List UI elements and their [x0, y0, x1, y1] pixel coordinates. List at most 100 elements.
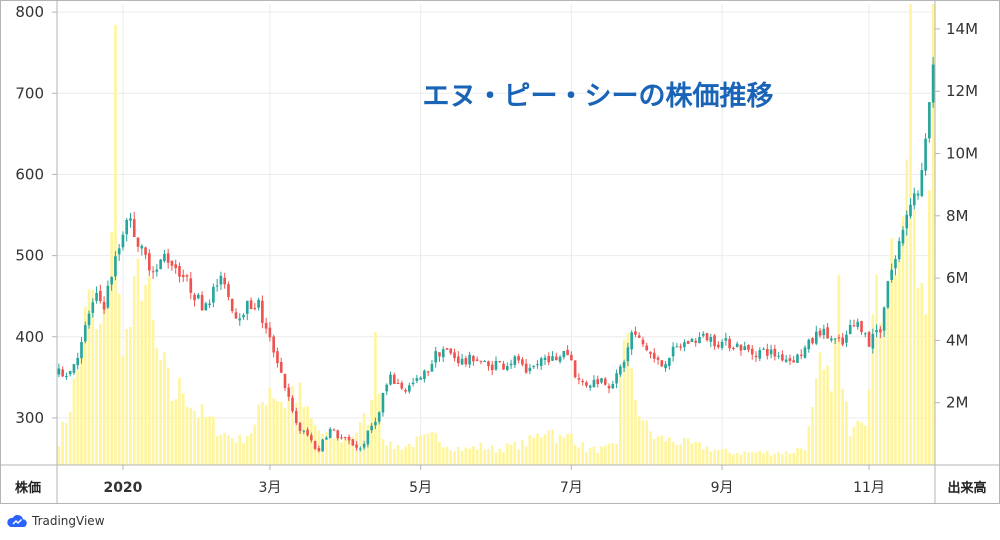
volume-bar	[129, 327, 132, 465]
candle-body	[219, 275, 223, 285]
volume-bar	[219, 434, 223, 465]
volume-bar	[543, 434, 547, 465]
candle-body	[125, 219, 129, 235]
volume-bar	[641, 420, 645, 465]
candle-body	[694, 340, 698, 343]
volume-bar	[106, 302, 110, 465]
volume-bar	[724, 448, 728, 465]
candle-body	[871, 333, 875, 349]
volume-bar	[683, 437, 686, 465]
volume-bar	[822, 369, 826, 465]
candle-body	[83, 325, 87, 342]
volume-bar	[57, 446, 61, 465]
candle-body	[619, 366, 622, 375]
candle-body	[279, 362, 283, 373]
volume-bar	[460, 450, 464, 465]
candle-body	[528, 367, 532, 372]
candle-body	[287, 387, 291, 397]
candle-body	[807, 339, 811, 350]
volume-bar	[159, 359, 162, 465]
volume-bar	[144, 284, 147, 465]
volume-tick-label: 10M	[946, 145, 978, 163]
candle-body	[566, 349, 569, 356]
price-axis[interactable]: 300 400 500 600 700 800	[15, 3, 57, 427]
candle-body	[758, 350, 762, 359]
candle-body	[479, 360, 483, 362]
candle-body	[313, 441, 317, 449]
volume-bar	[558, 434, 562, 465]
tradingview-logo[interactable]: TradingView	[6, 511, 105, 531]
price-tick-label: 600	[15, 165, 44, 183]
candle-body	[223, 277, 227, 285]
volume-bar	[897, 260, 901, 465]
candle-body	[321, 439, 324, 452]
volume-bar	[788, 453, 792, 465]
volume-bar	[811, 407, 814, 465]
volume-bar	[924, 314, 927, 465]
volume-bar	[91, 290, 95, 465]
candle-body	[581, 380, 584, 383]
candle-body	[238, 318, 242, 321]
candle-body	[302, 430, 306, 432]
volume-bar	[76, 370, 80, 465]
volume-bar	[181, 393, 185, 465]
candle-body	[705, 333, 709, 341]
candle-body	[675, 346, 679, 348]
volume-tick-label: 12M	[946, 82, 978, 100]
volume-bar	[931, 4, 935, 465]
candle-body	[483, 361, 487, 363]
candle-body	[185, 275, 189, 277]
volume-axis[interactable]: 2M 4M 6M 8M 10M 12M 14M	[935, 20, 978, 412]
volume-bar	[102, 302, 106, 465]
candle-body	[920, 170, 924, 196]
volume-bar	[826, 365, 829, 465]
candle-body	[664, 364, 667, 369]
volume-tick-label: 6M	[946, 269, 969, 287]
volume-bar	[818, 352, 822, 465]
time-axis[interactable]: 2020 3月 5月 7月 9月 11月	[103, 465, 885, 496]
volume-bar	[374, 332, 377, 465]
candle-body	[867, 332, 871, 347]
volume-bar	[762, 453, 765, 465]
volume-bar	[234, 442, 238, 465]
time-tick-label: 2020	[103, 480, 142, 496]
volume-bar	[528, 435, 532, 465]
candle-body	[890, 269, 893, 280]
candle-body	[698, 337, 701, 344]
volume-bar	[765, 450, 769, 465]
volume-bar	[396, 445, 400, 465]
candle-body	[732, 347, 735, 349]
volume-bar	[230, 438, 234, 465]
candle-body	[245, 300, 249, 314]
volume-tick-label: 8M	[946, 207, 969, 225]
volume-bar	[856, 420, 860, 465]
volume-bar	[196, 417, 200, 465]
volume-bar	[163, 352, 166, 465]
volume-bar	[136, 258, 140, 465]
candle-body	[717, 344, 720, 348]
candle-body	[848, 324, 852, 334]
candle-body	[837, 337, 841, 339]
candle-body	[577, 378, 581, 380]
candle-body	[408, 385, 411, 392]
candle-body	[603, 378, 607, 385]
volume-bar	[415, 436, 419, 465]
candle-body	[743, 346, 747, 350]
candle-body	[856, 321, 860, 327]
candle-body	[498, 361, 502, 363]
candle-body	[532, 366, 536, 368]
candle-body	[652, 352, 656, 359]
candle-body	[449, 348, 453, 354]
volume-bar	[848, 436, 852, 465]
volume-bar	[875, 274, 878, 465]
volume-bar	[890, 238, 893, 465]
candle-body	[468, 354, 471, 365]
candle-body	[234, 312, 238, 319]
candle-body	[106, 285, 110, 308]
candle-body	[551, 356, 554, 361]
tradingview-cloud-icon	[7, 515, 27, 527]
candle-body	[505, 366, 509, 370]
volume-bar	[215, 435, 219, 465]
